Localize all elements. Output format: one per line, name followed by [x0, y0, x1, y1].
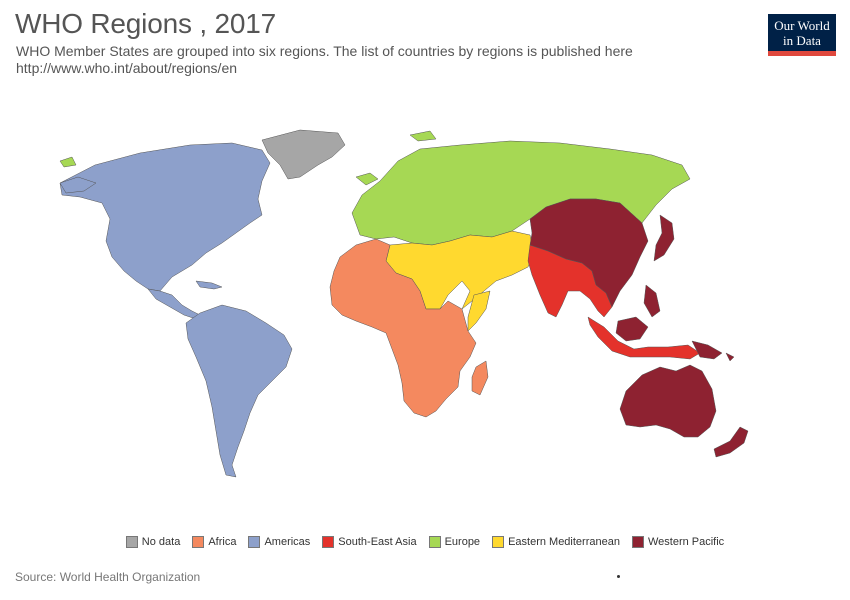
legend-item-europe[interactable]: Europe	[428, 536, 481, 548]
region-greenland[interactable]	[261, 129, 346, 180]
region-caribbean[interactable]	[195, 280, 223, 290]
legend-swatch	[428, 536, 441, 548]
legend-swatch	[125, 536, 138, 548]
legend-label: Americas	[264, 536, 311, 548]
legend-label: Europe	[444, 536, 481, 548]
region-alaska-tip[interactable]	[59, 176, 97, 194]
region-philippines[interactable]	[643, 284, 661, 318]
legend-label: No data	[141, 536, 181, 548]
map-legend: No data Africa Americas South-East Asia …	[0, 536, 850, 548]
region-new-zealand[interactable]	[713, 426, 749, 458]
region-malaysia[interactable]	[615, 316, 649, 342]
legend-swatch	[322, 536, 335, 548]
legend-item-americas[interactable]: Americas	[248, 536, 310, 548]
legend-label: Western Pacific	[647, 536, 725, 548]
region-china-east-asia[interactable]	[529, 198, 649, 308]
legend-label: Eastern Mediterranean	[508, 536, 620, 548]
source-note[interactable]: Source: World Health Organization	[15, 570, 201, 584]
region-africa[interactable]	[329, 238, 477, 418]
region-pacific-islands[interactable]	[725, 352, 735, 362]
region-somalia[interactable]	[467, 290, 491, 332]
subtitle-link[interactable]: http://www.who.int/about/regions/en	[16, 60, 238, 76]
subtitle-text: WHO Member States are grouped into six r…	[16, 43, 633, 59]
region-small-arctic[interactable]	[59, 156, 77, 168]
world-map	[0, 95, 850, 515]
logo-line-2: in Data	[783, 33, 821, 48]
region-madagascar[interactable]	[471, 360, 489, 396]
legend-swatch	[248, 536, 261, 548]
legend-label: Africa	[208, 536, 237, 548]
owid-logo[interactable]: Our World in Data	[768, 14, 836, 56]
legend-label: South-East Asia	[338, 536, 417, 548]
region-japan[interactable]	[653, 214, 675, 262]
decorative-dot	[617, 575, 620, 578]
region-papua-new-guinea[interactable]	[691, 340, 723, 360]
legend-item-no-data[interactable]: No data	[125, 536, 181, 548]
logo-line-1: Our World	[774, 18, 830, 33]
chart-subtitle: WHO Member States are grouped into six r…	[16, 43, 716, 77]
legend-item-western-pacific[interactable]: Western Pacific	[631, 536, 725, 548]
legend-swatch	[192, 536, 205, 548]
region-south-america[interactable]	[185, 304, 293, 478]
region-iceland[interactable]	[355, 172, 379, 186]
region-australia[interactable]	[619, 364, 717, 438]
legend-item-africa[interactable]: Africa	[192, 536, 236, 548]
region-north-america[interactable]	[59, 142, 271, 292]
legend-item-south-east-asia[interactable]: South-East Asia	[322, 536, 417, 548]
region-indonesia[interactable]	[587, 316, 701, 360]
region-svalbard[interactable]	[409, 130, 437, 142]
legend-swatch	[631, 536, 644, 548]
chart-title: WHO Regions , 2017	[15, 8, 276, 39]
legend-swatch	[492, 536, 505, 548]
legend-item-eastern-mediterranean[interactable]: Eastern Mediterranean	[492, 536, 620, 548]
